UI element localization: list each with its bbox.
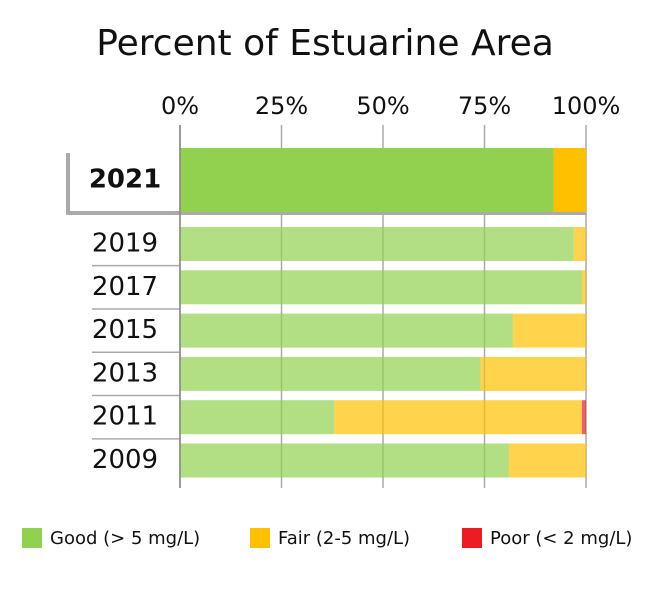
legend-swatch <box>250 528 270 548</box>
bar-segment <box>334 400 582 435</box>
bar-segment <box>508 443 586 478</box>
legend-swatch <box>22 528 42 548</box>
legend-label: Good (> 5 mg/L) <box>50 528 200 549</box>
y-tick-label: 2013 <box>92 358 158 388</box>
bar-segment <box>553 148 586 212</box>
legend-label: Poor (< 2 mg/L) <box>490 528 632 549</box>
x-tick-label: 0% <box>161 92 199 120</box>
x-tick-label: 25% <box>255 92 308 120</box>
y-tick-label: 2021 <box>89 165 161 195</box>
y-tick-label: 2015 <box>92 315 158 345</box>
bar-segment <box>581 270 586 305</box>
y-tick-label: 2011 <box>92 402 158 432</box>
y-tick-label: 2019 <box>92 229 158 259</box>
bar-segment <box>180 148 554 212</box>
x-tick-label: 100% <box>552 92 621 120</box>
highlight-bracket <box>66 153 586 215</box>
y-tick-label: 2017 <box>92 272 158 302</box>
bar-segment <box>180 270 582 305</box>
legend-swatch <box>462 528 482 548</box>
legend-label: Fair (2-5 mg/L) <box>278 528 410 549</box>
bar-segment <box>180 356 481 391</box>
y-tick-label: 2009 <box>92 445 158 475</box>
bar-segment <box>573 227 586 261</box>
bar-segment <box>180 313 513 348</box>
bar-segment <box>180 227 574 261</box>
bar-segment <box>480 356 586 391</box>
bar-segment <box>581 400 586 435</box>
bar-segment <box>180 443 509 478</box>
bar-segment <box>180 400 335 435</box>
x-tick-label: 50% <box>356 92 409 120</box>
x-tick-label: 75% <box>458 92 511 120</box>
bar-segment <box>512 313 586 348</box>
chart-title: Percent of Estuarine Area <box>96 23 554 64</box>
